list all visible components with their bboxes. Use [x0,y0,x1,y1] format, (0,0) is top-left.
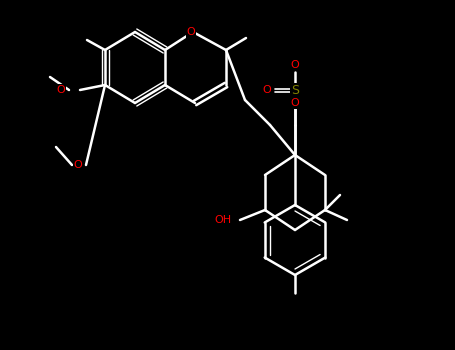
Text: O: O [56,85,66,95]
Text: O: O [74,160,82,170]
Text: O: O [187,27,195,37]
Text: OH: OH [214,215,232,225]
Text: S: S [291,84,299,97]
Text: O: O [263,85,271,95]
Text: O: O [291,98,299,108]
Text: O: O [291,60,299,70]
